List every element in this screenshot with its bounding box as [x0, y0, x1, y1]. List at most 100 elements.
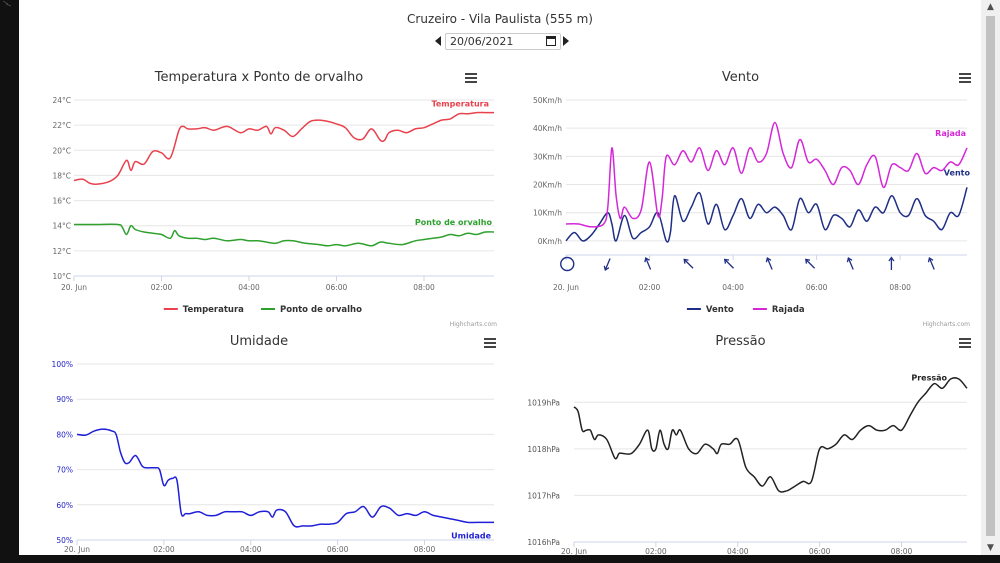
wind-arrow-shaft — [766, 258, 773, 270]
date-input[interactable]: 20/06/2021 — [445, 33, 561, 50]
series-data-label: Rajada — [935, 129, 966, 138]
y-tick-label: 18°C — [52, 171, 71, 180]
wind-direction-arrow-icon — [888, 256, 895, 270]
chart-menu-icon-line — [484, 346, 496, 348]
calendar-icon[interactable] — [546, 36, 556, 46]
y-tick-label: 100% — [52, 360, 73, 369]
y-tick-label: 14°C — [52, 222, 71, 231]
x-tick-label: 20. Jun — [561, 547, 587, 555]
chart-menu-icon[interactable] — [465, 73, 477, 83]
chart-menu-icon-line — [959, 338, 971, 340]
chart-menu-icon-line — [959, 73, 971, 75]
wind-direction-arrow-icon — [765, 256, 773, 270]
wind-arrow-head — [644, 256, 650, 263]
wind-direction-arrow-icon — [846, 256, 854, 270]
y-tick-label: 60% — [56, 501, 73, 510]
legend-label: Rajada — [772, 305, 805, 315]
chart-menu-icon-line — [959, 81, 971, 83]
x-tick-label: 20. Jun — [64, 545, 90, 554]
x-tick-label: 02:00 — [639, 283, 661, 292]
series-line-ponto-de-orvalho — [74, 223, 495, 247]
wind-arrow-shaft — [805, 259, 816, 269]
x-tick-label: 04:00 — [240, 545, 262, 554]
chart-vento: Vento 0Km/h 10Km/h 20Km/h 30Km/h 40Km/h 50Km/h… — [533, 70, 971, 328]
y-tick-label: 1017hPa — [527, 491, 560, 500]
chart-menu-icon-line — [484, 342, 496, 344]
y-tick-label: 50Km/h — [533, 96, 562, 105]
chart-temperatura-orvalho: Temperatura x Ponto de orvalho 10°C 12°C 14… — [52, 70, 497, 328]
series-line-rajada — [565, 121, 968, 228]
highcharts-credit: Highcharts.com — [450, 321, 497, 328]
chart-title: Temperatura x Ponto de orvalho — [154, 70, 364, 85]
date-value: 20/06/2021 — [450, 35, 514, 48]
y-tick-label: 0Km/h — [538, 237, 563, 246]
wind-direction-arrow-icon — [644, 256, 652, 270]
series-data-label: Ponto de orvalho — [415, 218, 493, 227]
chart-menu-icon-line — [484, 338, 496, 340]
y-tick-label: 80% — [56, 430, 73, 439]
x-tick-label: 08:00 — [889, 283, 911, 292]
chart-menu-icon[interactable] — [959, 73, 971, 83]
legend-label: Vento — [706, 305, 734, 315]
series-data-label: Temperatura — [431, 100, 489, 109]
chart-menu-icon[interactable] — [959, 338, 971, 348]
page-container: Cruzeiro - Vila Paulista (555 m) 20/06/2… — [19, 0, 981, 555]
series-line-temperatura — [73, 111, 494, 185]
wind-arrow-head — [765, 256, 772, 263]
y-tick-label: 12°C — [52, 247, 71, 256]
legend-item-vento[interactable]: Vento — [686, 305, 734, 315]
legend-item-rajada[interactable]: Rajada — [752, 305, 805, 315]
wind-arrow-shaft — [684, 259, 694, 269]
y-tick-label: 20Km/h — [533, 181, 562, 190]
wind-arrow-head — [846, 256, 853, 263]
wind-arrow-shaft — [604, 258, 611, 270]
series-line-pressão — [573, 377, 968, 493]
y-tick-label: 50% — [56, 536, 73, 545]
scroll-up-arrow-icon[interactable]: ▲ — [987, 2, 994, 12]
chart-title: Pressão — [715, 334, 765, 349]
wind-arrow-shaft — [724, 259, 735, 269]
x-tick-label: 02:00 — [151, 283, 173, 292]
series-data-label: Umidade — [451, 531, 491, 540]
series-data-label: Vento — [944, 168, 971, 177]
y-tick-label: 22°C — [52, 121, 71, 130]
y-tick-label: 16°C — [52, 197, 71, 206]
x-tick-label: 04:00 — [722, 283, 744, 292]
chart-menu-icon[interactable] — [484, 338, 496, 348]
wind-arrow-head — [804, 258, 811, 264]
wind-arrow-shaft — [929, 258, 935, 270]
scroll-down-arrow-icon[interactable]: ▼ — [987, 543, 994, 553]
vertical-scrollbar[interactable]: ▲ ▼ — [981, 0, 1000, 555]
chart-menu-icon-line — [465, 81, 477, 83]
x-tick-label: 06:00 — [326, 283, 348, 292]
y-tick-label: 1016hPa — [527, 538, 560, 547]
corner-cursor-icon — [2, 0, 12, 7]
x-tick-label: 04:00 — [238, 283, 260, 292]
chart-title: Umidade — [230, 334, 288, 349]
y-tick-label: 24°C — [52, 96, 71, 105]
x-tick-label: 20. Jun — [61, 283, 87, 292]
x-tick-label: 08:00 — [413, 283, 435, 292]
x-tick-label: 20. Jun — [553, 283, 579, 292]
wind-arrow-head — [723, 258, 730, 264]
x-tick-label: 08:00 — [891, 547, 913, 555]
scroll-thumb[interactable] — [986, 16, 995, 536]
y-tick-label: 1019hPa — [527, 398, 560, 407]
wind-direction-arrow-icon — [683, 258, 694, 269]
y-tick-label: 10Km/h — [533, 209, 562, 218]
y-tick-label: 90% — [56, 395, 73, 404]
legend-item-ponto-de-orvalho[interactable]: Ponto de orvalho — [261, 305, 362, 315]
next-day-arrow-icon[interactable] — [563, 36, 569, 46]
wind-direction-arrow-icon — [804, 258, 816, 269]
highcharts-credit: Highcharts.com — [923, 321, 970, 328]
legend-label: Ponto de orvalho — [280, 305, 362, 315]
previous-day-arrow-icon[interactable] — [435, 36, 441, 46]
x-tick-label: 02:00 — [645, 547, 667, 555]
chart-title: Vento — [722, 70, 759, 85]
wind-direction-arrow-icon — [723, 258, 735, 269]
y-tick-label: 40Km/h — [533, 124, 562, 133]
y-tick-label: 70% — [56, 466, 73, 475]
chart-menu-icon-line — [959, 77, 971, 79]
legend-item-temperatura[interactable]: Temperatura — [163, 305, 244, 315]
x-tick-label: 06:00 — [806, 283, 828, 292]
